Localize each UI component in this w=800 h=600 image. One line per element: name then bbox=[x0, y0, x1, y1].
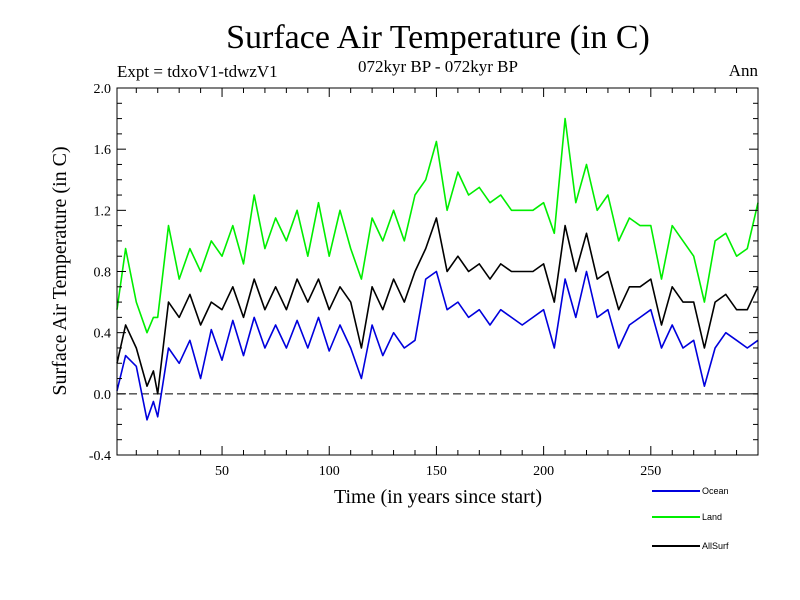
y-tick-label: -0.4 bbox=[89, 449, 111, 464]
x-tick-label: 250 bbox=[640, 464, 661, 479]
series-line-land bbox=[116, 117, 759, 334]
plot-frame bbox=[116, 87, 759, 456]
experiment-label: Expt = tdxoV1-tdwzV1 bbox=[117, 62, 278, 81]
series-layer bbox=[116, 117, 759, 421]
ticks-layer: 50 100 150 200 250 -0.4 0.0 0.4 0.8 1.2 1.6 2.0 bbox=[89, 82, 759, 479]
y-tick-label: 0.4 bbox=[94, 327, 112, 342]
y-tick-label: 1.6 bbox=[94, 143, 112, 158]
series-line-allsurf bbox=[116, 217, 759, 395]
y-axis-label: Surface Air Temperature (in C) bbox=[49, 146, 71, 395]
x-tick-label: 100 bbox=[319, 464, 340, 479]
legend: Ocean Land AllSurf bbox=[652, 486, 729, 551]
chart-title: Surface Air Temperature (in C) bbox=[226, 19, 650, 56]
x-tick-label: 50 bbox=[215, 464, 229, 479]
legend-label-allsurf: AllSurf bbox=[702, 541, 729, 551]
legend-label-ocean: Ocean bbox=[702, 486, 729, 496]
y-tick-label: 2.0 bbox=[94, 82, 112, 97]
period-label: 072kyr BP - 072kyr BP bbox=[358, 57, 518, 76]
y-tick-label: 0.8 bbox=[94, 266, 112, 281]
x-axis-label: Time (in years since start) bbox=[334, 486, 542, 508]
x-tick-label: 200 bbox=[533, 464, 554, 479]
legend-label-land: Land bbox=[702, 512, 722, 522]
season-label: Ann bbox=[729, 61, 759, 80]
series-line-ocean bbox=[116, 270, 759, 421]
x-tick-label: 150 bbox=[426, 464, 447, 479]
y-tick-label: 0.0 bbox=[94, 388, 112, 403]
y-tick-label: 1.2 bbox=[94, 204, 112, 219]
